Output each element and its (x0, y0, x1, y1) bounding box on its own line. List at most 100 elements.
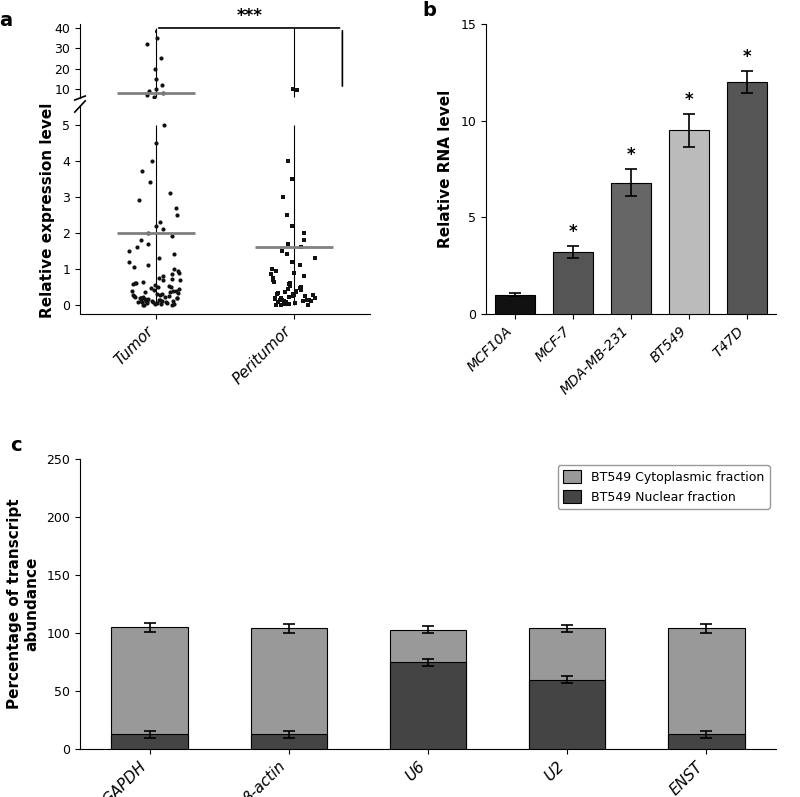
Point (156, 273, 169, 286)
Point (131, 241, 144, 253)
Point (141, 88, 154, 101)
Point (127, 261, 140, 273)
Point (171, 208, 184, 221)
Text: *: * (685, 91, 694, 109)
Point (288, 266, 301, 279)
Y-axis label: Relative RNA level: Relative RNA level (438, 90, 454, 248)
Text: a: a (0, 10, 12, 29)
Point (126, 277, 139, 290)
Point (162, 280, 175, 292)
Bar (495, 295, 534, 314)
Point (282, 282, 294, 295)
Point (297, 294, 310, 307)
Text: b: b (422, 1, 436, 20)
Point (148, 284, 161, 296)
Point (146, 155, 159, 167)
Point (142, 226, 154, 239)
Point (150, 288, 163, 300)
Point (136, 291, 149, 304)
Point (154, 293, 166, 306)
Point (269, 292, 282, 305)
Point (153, 272, 166, 285)
Point (157, 223, 170, 236)
Point (153, 289, 166, 301)
Y-axis label: Percentage of transcript
abundance: Percentage of transcript abundance (7, 499, 39, 709)
Point (302, 299, 314, 312)
Point (156, 288, 169, 300)
Point (129, 277, 142, 290)
Point (172, 265, 185, 277)
Point (164, 186, 177, 199)
Point (291, 84, 304, 96)
Bar (611, 183, 650, 314)
Point (267, 275, 280, 288)
Point (152, 281, 165, 293)
Bar (554, 252, 593, 314)
Point (286, 288, 299, 300)
Point (149, 62, 162, 75)
Point (142, 238, 154, 250)
Point (298, 234, 310, 246)
Point (166, 299, 178, 312)
Point (167, 262, 180, 275)
Y-axis label: Relative expression level: Relative expression level (40, 103, 55, 318)
Legend: BT549 Cytoplasmic fraction, BT549 Nuclear fraction: BT549 Cytoplasmic fraction, BT549 Nuclea… (558, 465, 770, 508)
Point (268, 292, 281, 305)
Point (156, 78, 169, 91)
Point (149, 83, 162, 96)
Point (135, 234, 148, 246)
Point (156, 87, 169, 100)
Point (147, 296, 160, 308)
Point (275, 292, 288, 304)
Point (142, 292, 154, 305)
Point (164, 286, 177, 299)
Point (161, 296, 174, 309)
Point (270, 265, 283, 277)
Point (290, 285, 302, 297)
Point (267, 272, 280, 285)
Point (282, 155, 294, 167)
Point (131, 296, 144, 308)
Point (307, 289, 320, 301)
Point (282, 291, 295, 304)
Point (278, 295, 290, 308)
Point (173, 274, 186, 287)
Point (302, 294, 315, 307)
Point (134, 295, 147, 308)
Point (128, 289, 141, 302)
Point (300, 293, 313, 306)
Point (295, 241, 308, 253)
Point (167, 285, 180, 297)
Point (266, 262, 278, 275)
Point (286, 172, 298, 185)
Point (270, 299, 282, 312)
Point (289, 296, 302, 309)
Point (137, 299, 150, 312)
Text: c: c (10, 436, 22, 455)
Point (123, 255, 136, 268)
Point (265, 268, 278, 281)
Point (162, 289, 175, 302)
Point (278, 296, 290, 308)
Point (150, 296, 163, 309)
Point (272, 287, 285, 300)
Point (140, 295, 153, 308)
Bar (668, 629, 745, 749)
Bar (111, 627, 188, 749)
Point (155, 294, 168, 307)
Point (135, 292, 148, 304)
Point (275, 245, 288, 257)
Point (137, 275, 150, 288)
Point (166, 273, 178, 285)
Point (133, 194, 146, 206)
Point (286, 289, 299, 302)
Point (126, 289, 139, 301)
Point (146, 295, 158, 308)
Point (149, 297, 162, 310)
Point (150, 219, 162, 232)
Point (295, 284, 308, 296)
Point (138, 292, 151, 305)
Point (141, 296, 154, 309)
Point (298, 269, 310, 282)
Point (154, 216, 166, 229)
